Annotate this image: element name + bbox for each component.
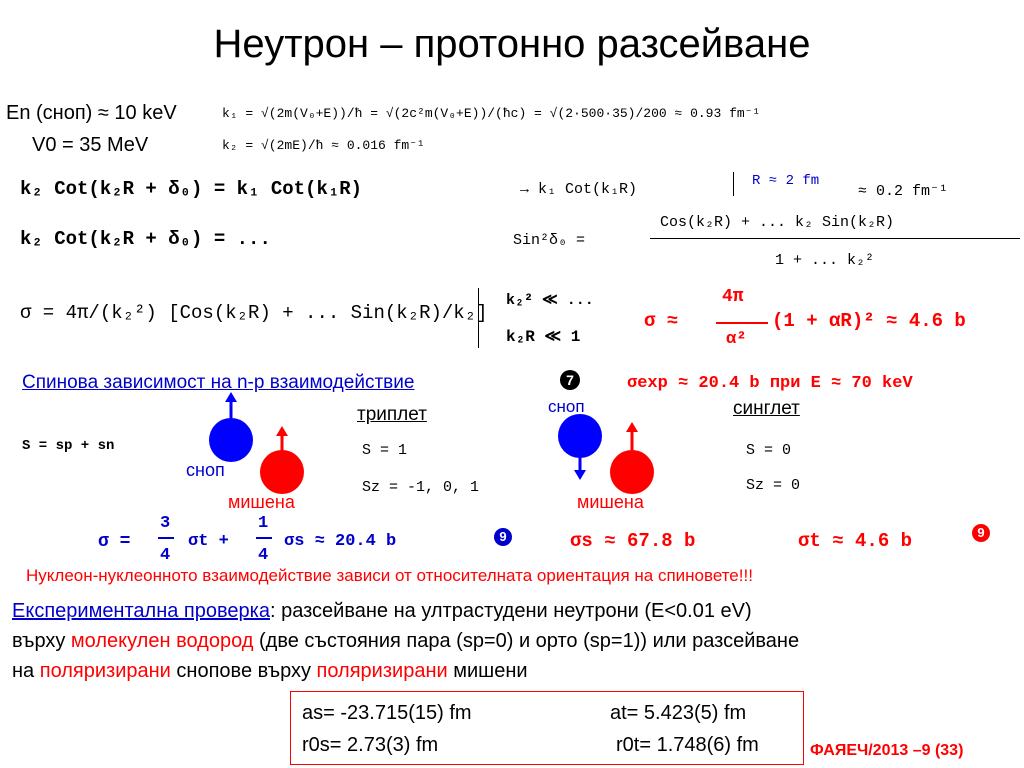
singlet-scattering-length: as= -23.715(15) fm	[302, 702, 472, 724]
fraction-line-1-4	[256, 537, 272, 539]
experiment-line-2-b: (две състояния пара (sp=0) и орто (sp=1)…	[253, 630, 800, 652]
beam-label-1: сноп	[186, 460, 225, 480]
triplet-effective-range: r0t= 1.748(6) fm	[616, 734, 759, 756]
singlet-effective-range: r0s= 2.73(3) fm	[302, 734, 439, 756]
fraction-line-3-4	[158, 537, 174, 539]
cross-section-formula: σ = 4π/(k₂²) [Cos(k₂R) + ... Sin(k₂R)/k₂…	[20, 302, 488, 324]
triplet-scattering-length: at= 5.423(5) fm	[610, 702, 747, 724]
experiment-line-3-b: снопове върху	[170, 660, 317, 682]
experiment-line-3-c: мишени	[447, 660, 528, 682]
triplet-cross-section: σt ≈ 4.6 b	[798, 530, 913, 552]
slide-footer: ФАЯЕЧ/2013 –9 (33)	[810, 742, 964, 759]
sigma-denominator: α²	[726, 330, 747, 349]
singlet-spin-diagram	[558, 414, 654, 494]
singlet-cross-section: σs ≈ 67.8 b	[570, 530, 696, 552]
spin-dependence-heading: Спинова зависимост на n-p взаимодействие	[22, 372, 415, 393]
target-label-1: мишена	[228, 492, 295, 512]
polarized-beams-text: поляризирани	[39, 660, 171, 682]
low-energy-condition: k₂² ≪ ...	[506, 292, 594, 309]
triplet-total-spin: S = 1	[362, 442, 408, 459]
divider	[478, 288, 479, 348]
experiment-line-3-a: на	[12, 660, 40, 682]
sin2-denominator: 1 + ... k₂²	[775, 252, 875, 269]
divider	[733, 172, 734, 196]
sigma-fraction-line	[716, 322, 768, 324]
molecular-hydrogen-text: молекулен водород	[70, 630, 254, 652]
experiment-line-2: върху молекулен водород (две състояния п…	[12, 630, 799, 653]
sigma-mix-prefix: σ =	[98, 532, 131, 552]
sigma-numerator: 4π	[722, 287, 744, 307]
results-box	[290, 691, 804, 765]
experiment-line-3: на поляризирани снопове върху поляризира…	[12, 660, 528, 683]
fraction-3: 3	[160, 514, 171, 533]
fraction-1: 1	[258, 514, 269, 533]
page-title: Неутрон – протонно разсейване	[213, 22, 811, 66]
sigma-result: (1 + αR)² ≈ 4.6 b	[772, 310, 966, 332]
target-label-2: мишена	[577, 492, 644, 512]
sin2-numerator: Cos(k₂R) + ... k₂ Sin(k₂R)	[660, 214, 895, 231]
boundary-condition-1: k₂ Cot(k₂R + δ₀) = k₁ Cot(k₁R)	[20, 178, 363, 200]
k2-formula: k₂ = √(2mE)/ħ ≈ 0.016 fm⁻¹	[222, 138, 425, 153]
conclusion-text: Нуклеон-нуклеонното взаимодействие завис…	[26, 566, 753, 585]
experimental-cross-section: σexp ≈ 20.4 b при E ≈ 70 keV	[627, 374, 913, 393]
experiment-line-2-a: върху	[12, 630, 71, 652]
sigma-s-term: σs ≈ 20.4 b	[284, 532, 397, 551]
bullet-7-icon: 7	[560, 370, 580, 390]
boundary-condition-2: k₂ Cot(k₂R + δ₀) = ...	[20, 228, 271, 250]
energy-beam-label: En (сноп) ≈ 10 keV	[6, 102, 177, 124]
fraction-4a: 4	[160, 546, 171, 565]
boundary-condition-limit: → k₁ Cot(k₁R)	[520, 181, 638, 198]
singlet-label: синглет	[733, 398, 800, 419]
beam-label-2: сноп	[548, 397, 585, 416]
experiment-line-1: Експериментална проверка: разсейване на …	[12, 600, 752, 623]
polarized-targets-text: поляризирани	[316, 660, 448, 682]
sigma-approx-label: σ ≈	[644, 310, 679, 332]
sin2-fraction-line	[650, 238, 1020, 239]
k2r-condition: k₂R ≪ 1	[506, 328, 581, 346]
k1-formula: k₁ = √(2m(V₀+E))/ħ = √(2c²m(V₀+E))/(ħc) …	[222, 106, 761, 121]
triplet-projection: Sz = -1, 0, 1	[362, 479, 480, 496]
triplet-label: триплет	[357, 404, 427, 425]
sin2-label: Sin²δ₀ =	[513, 232, 586, 249]
bullet-9-red-icon: 9	[972, 524, 990, 542]
singlet-projection: Sz = 0	[746, 477, 801, 494]
triplet-spin-diagram	[209, 392, 304, 494]
fraction-4b: 4	[258, 546, 269, 565]
bullet-9-icon: 9	[494, 528, 512, 546]
potential-depth-label: V0 = 35 MeV	[32, 134, 149, 156]
radius-value: R ≈ 2 fm	[752, 173, 820, 189]
total-spin-sum: S = sp + sn	[22, 438, 115, 454]
sigma-t-term: σt +	[188, 532, 229, 551]
experiment-line-1-text: : разсейване на ултрастудени неутрони (E…	[269, 600, 752, 622]
experiment-label: Експериментална проверка	[12, 600, 270, 622]
k1-cot-result: ≈ 0.2 fm⁻¹	[858, 183, 949, 200]
singlet-total-spin: S = 0	[746, 442, 792, 459]
